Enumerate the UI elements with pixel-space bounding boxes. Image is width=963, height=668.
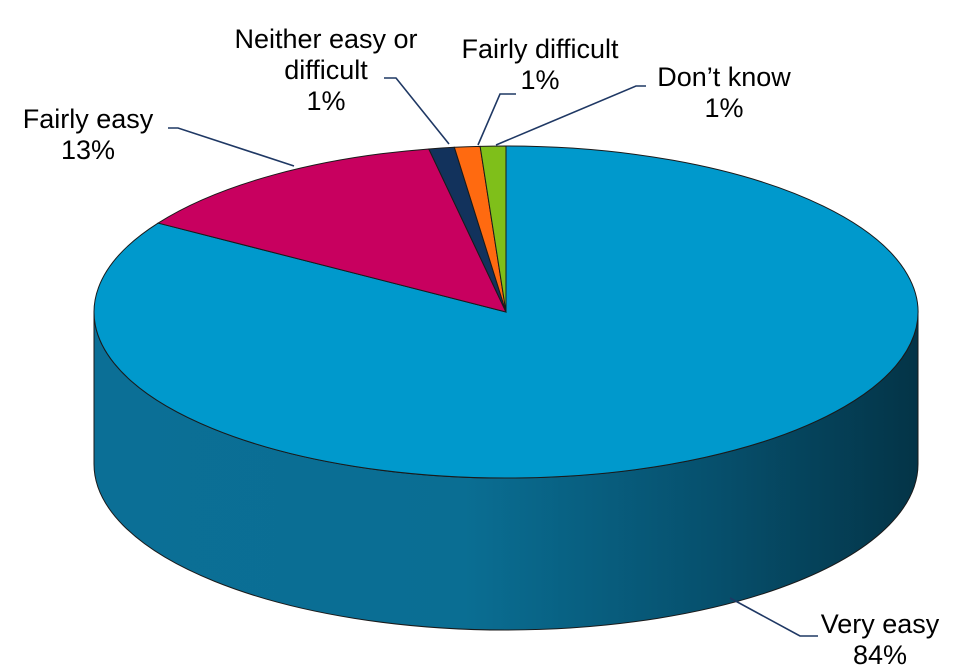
leader-don-t-know xyxy=(495,85,646,146)
label-name: Very easy xyxy=(821,609,940,639)
label-value: 84% xyxy=(853,640,907,668)
label-leader-lines xyxy=(168,77,818,637)
label-value: 1% xyxy=(520,65,559,95)
pie-slices xyxy=(93,145,919,479)
label-name: Fairly difficult xyxy=(461,34,619,64)
slice-don-t-know xyxy=(479,145,507,313)
slice-fairly-easy xyxy=(156,148,507,313)
leader-neither-easy-or-difficult xyxy=(384,77,450,145)
label-value: 13% xyxy=(61,135,115,165)
label-value: 1% xyxy=(704,93,743,123)
leader-very-easy xyxy=(729,597,818,637)
label-name: difficult xyxy=(284,55,368,85)
label-value: 1% xyxy=(306,86,345,116)
label-name: Fairly easy xyxy=(23,104,154,134)
label-name: Don’t know xyxy=(657,62,791,92)
leader-fairly-difficult xyxy=(477,93,516,146)
leader-fairly-easy xyxy=(168,127,295,167)
label-name: Neither easy or xyxy=(234,24,417,54)
